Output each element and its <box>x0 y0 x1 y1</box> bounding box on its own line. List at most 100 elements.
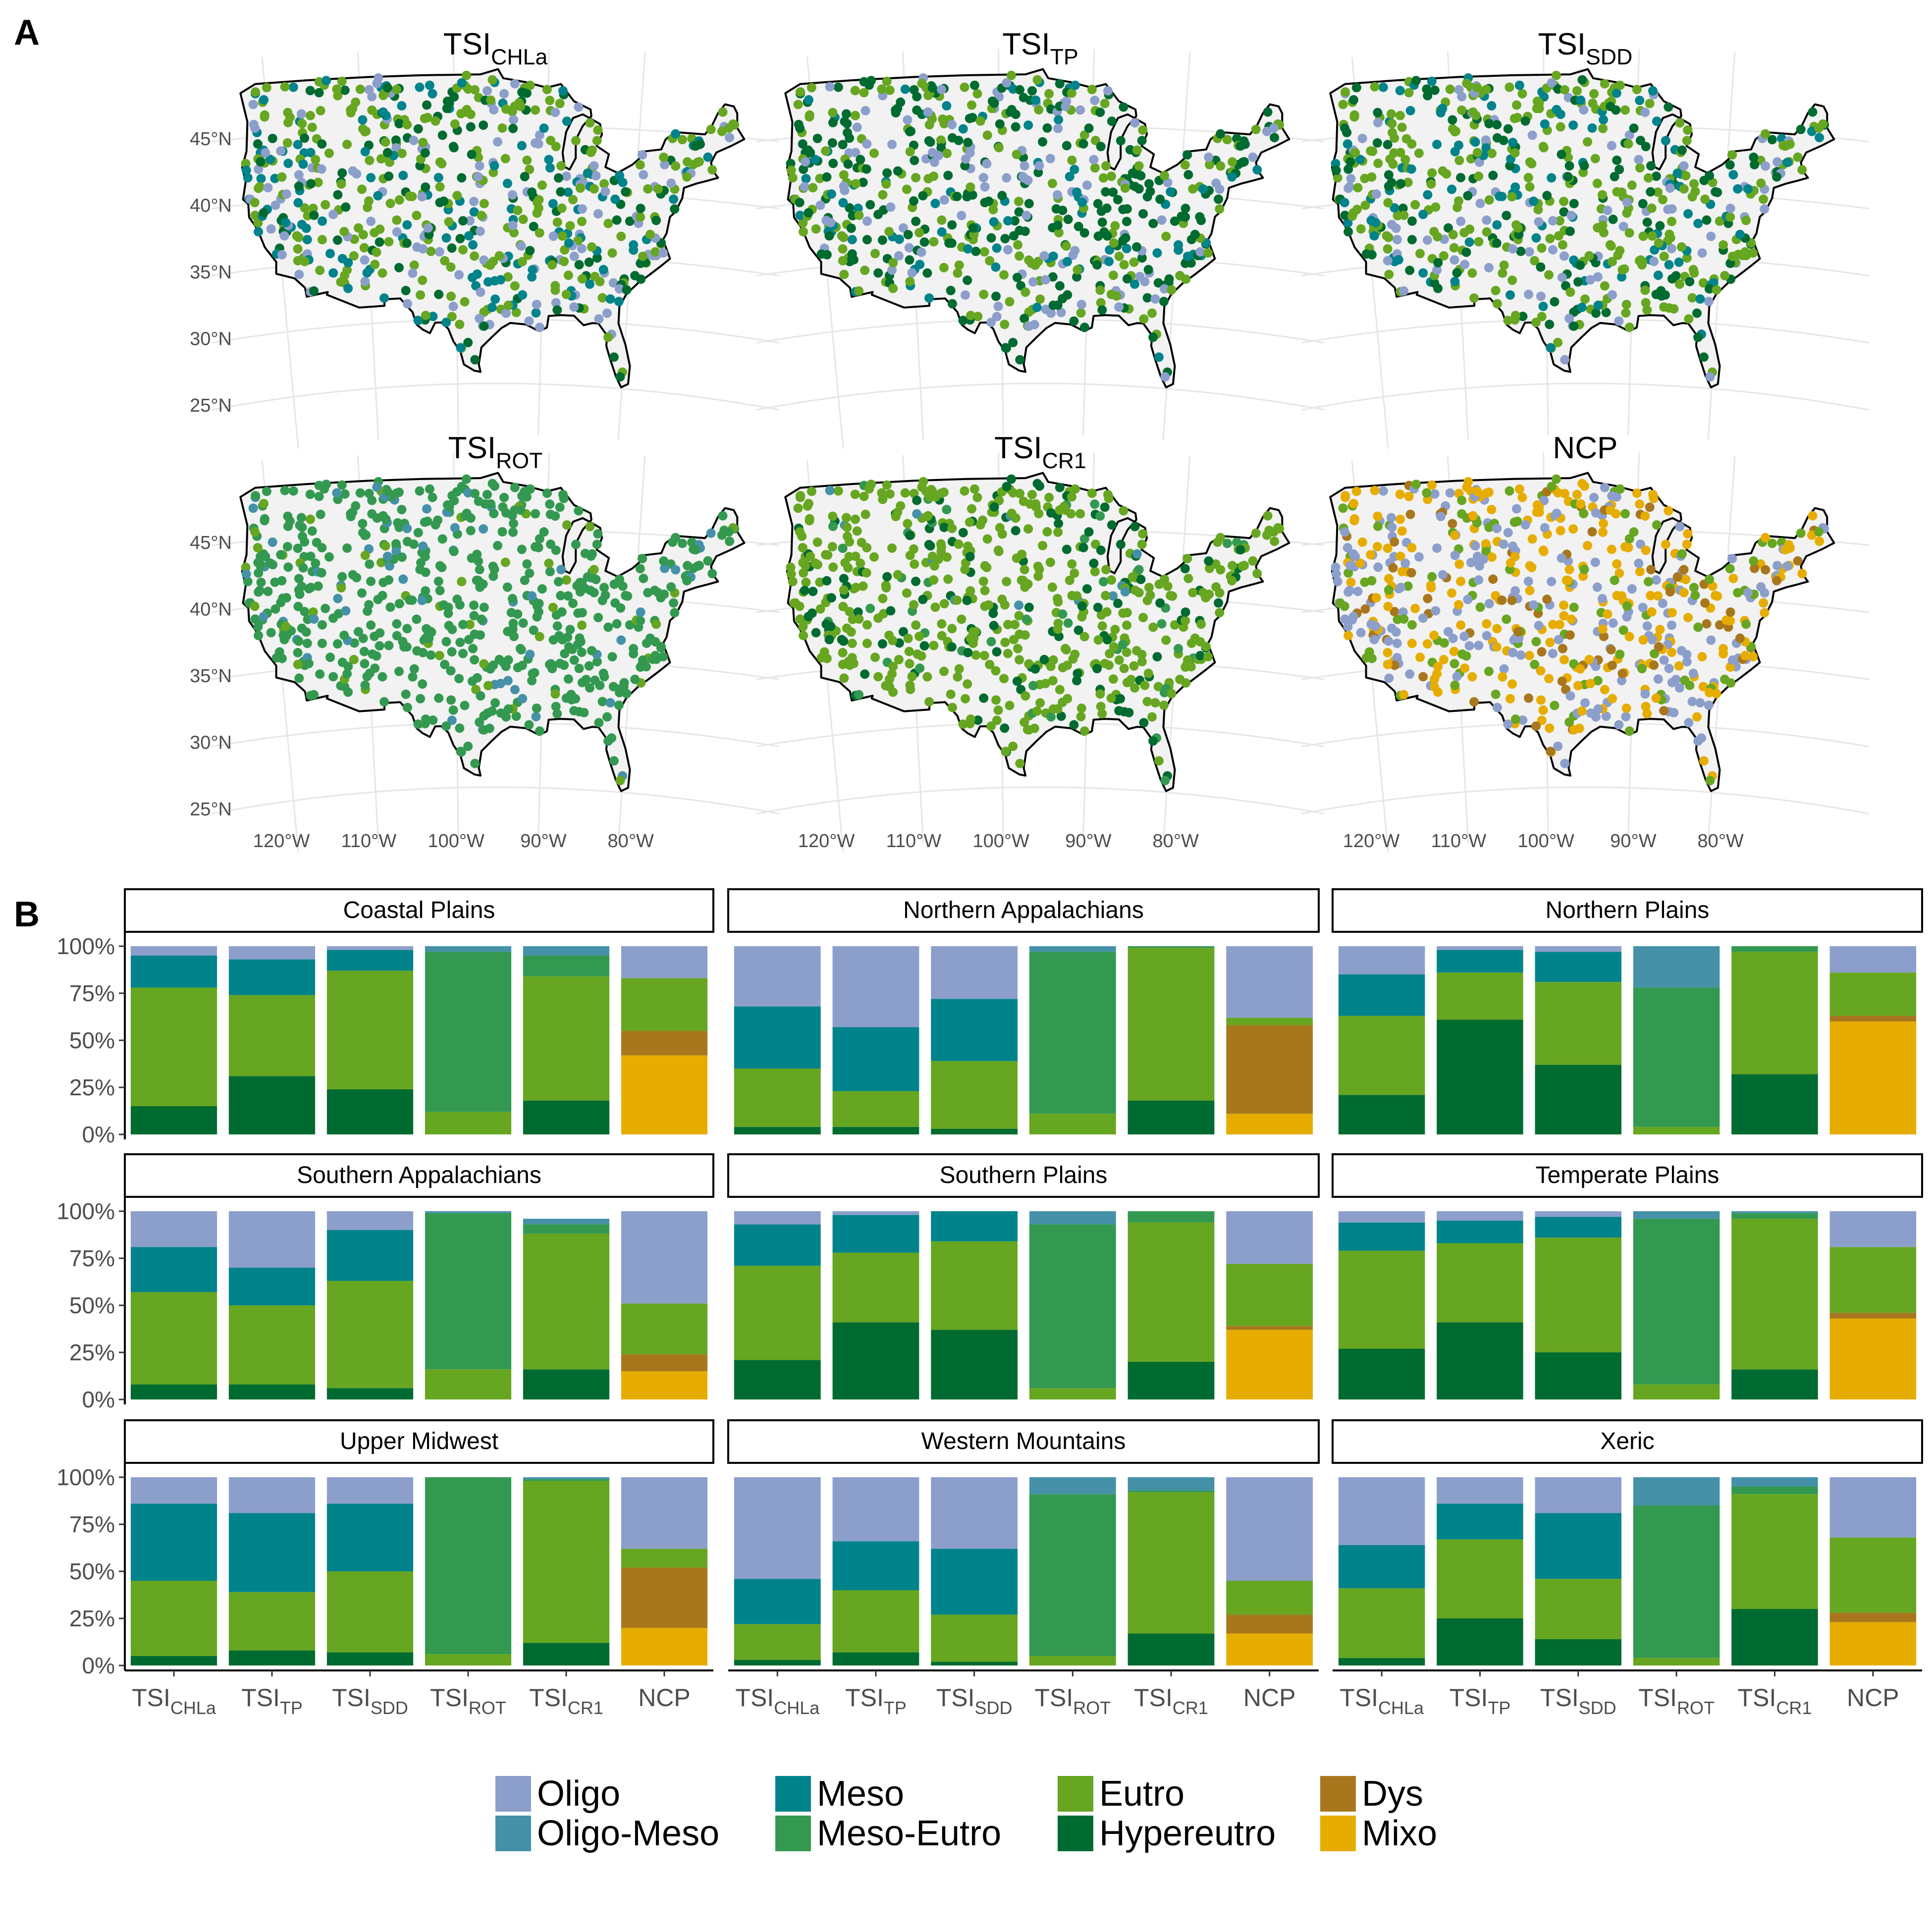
lake-point <box>1675 683 1684 693</box>
lake-point <box>597 697 607 706</box>
lake-point <box>458 648 468 658</box>
lake-point <box>602 712 612 722</box>
lake-point <box>1139 718 1149 728</box>
lake-point <box>1537 312 1547 322</box>
lake-point <box>1170 216 1180 226</box>
lake-point <box>1454 196 1463 206</box>
lake-point <box>397 149 407 159</box>
lake-point <box>1137 253 1147 263</box>
lon-tick-label: 120°W <box>1343 831 1400 852</box>
lake-point <box>468 644 478 653</box>
lake-point <box>333 593 343 603</box>
lake-point <box>1161 231 1171 241</box>
lake-point <box>1069 316 1079 326</box>
lake-point <box>253 622 263 632</box>
lake-point <box>1560 488 1569 498</box>
lake-point <box>557 635 567 644</box>
lake-point <box>1664 260 1674 269</box>
lake-point <box>317 639 327 648</box>
lake-point <box>1095 285 1105 295</box>
lake-point <box>1346 174 1356 184</box>
lake-point <box>919 237 929 247</box>
lake-point <box>248 100 258 109</box>
bar <box>621 1477 708 1665</box>
lake-point <box>360 550 370 560</box>
lake-point <box>1012 676 1022 686</box>
lake-point <box>1536 695 1546 705</box>
bar-segment-meso <box>326 1230 414 1281</box>
lake-point <box>1082 584 1092 594</box>
lake-point <box>660 160 670 169</box>
bar-segment-meso-eutro <box>1127 1211 1215 1223</box>
lake-point <box>1438 570 1448 580</box>
lake-point <box>425 484 434 494</box>
lake-point <box>1692 712 1702 722</box>
lake-point <box>1065 576 1074 585</box>
lake-point <box>927 551 937 561</box>
lake-point <box>1055 281 1065 291</box>
bar-segment-meso <box>734 1224 821 1266</box>
lake-point <box>1645 502 1655 512</box>
bar <box>130 946 217 1134</box>
lake-point <box>1027 489 1037 499</box>
lake-point <box>1548 245 1557 255</box>
lake-point <box>929 641 939 650</box>
lake-point <box>1108 674 1118 684</box>
lake-point <box>577 204 587 214</box>
lake-point <box>969 484 979 494</box>
lake-point <box>1606 645 1616 655</box>
lake-point <box>1608 618 1618 628</box>
lake-point <box>391 539 401 549</box>
lake-point <box>439 196 449 206</box>
parallel-line <box>756 786 1325 814</box>
lake-point <box>517 257 527 267</box>
lake-point <box>607 248 617 258</box>
lake-point <box>1524 650 1534 660</box>
lake-point <box>1383 140 1393 150</box>
lake-point <box>826 189 836 199</box>
lake-point <box>1646 565 1656 575</box>
lake-point <box>522 156 532 165</box>
lake-point <box>359 646 369 656</box>
lake-point <box>294 170 304 180</box>
bar-segment-meso-eutro <box>1731 946 1818 952</box>
lake-point <box>1699 352 1709 362</box>
lake-point <box>1593 704 1603 714</box>
lake-point <box>1555 620 1564 630</box>
lake-point <box>1448 519 1457 529</box>
facet-southern-plains: Southern Plains <box>727 1153 1320 1399</box>
lake-point <box>1007 508 1017 518</box>
lake-point <box>1054 632 1064 642</box>
lake-point <box>905 127 915 137</box>
lake-point <box>486 95 496 105</box>
lake-point <box>365 156 375 165</box>
lake-point <box>985 659 995 669</box>
lake-point <box>253 543 263 553</box>
bar <box>1226 946 1313 1134</box>
lake-point <box>828 118 838 127</box>
lake-point <box>1065 172 1074 181</box>
lake-point <box>1039 654 1049 664</box>
lake-point <box>1572 489 1582 499</box>
lake-point <box>1606 505 1615 515</box>
lake-point <box>483 681 493 691</box>
lake-point <box>1556 150 1566 160</box>
lake-point <box>1461 247 1471 257</box>
lake-point <box>1030 260 1040 270</box>
lake-point <box>1407 639 1417 648</box>
lake-point <box>1160 284 1169 294</box>
lake-point <box>1174 644 1183 653</box>
bar-segment-meso <box>1535 1513 1622 1579</box>
lake-point <box>293 601 303 611</box>
panel-label-a: A <box>14 13 40 53</box>
lake-point <box>986 721 996 731</box>
lake-point <box>914 228 924 238</box>
us-outline <box>239 68 746 388</box>
lake-point <box>1366 146 1376 156</box>
lake-point <box>542 85 552 95</box>
lake-point <box>992 647 1002 657</box>
lake-point <box>1198 588 1208 597</box>
lake-point <box>1664 102 1673 112</box>
bar-segment-eutro <box>1127 1222 1215 1362</box>
lake-point <box>1650 649 1660 658</box>
